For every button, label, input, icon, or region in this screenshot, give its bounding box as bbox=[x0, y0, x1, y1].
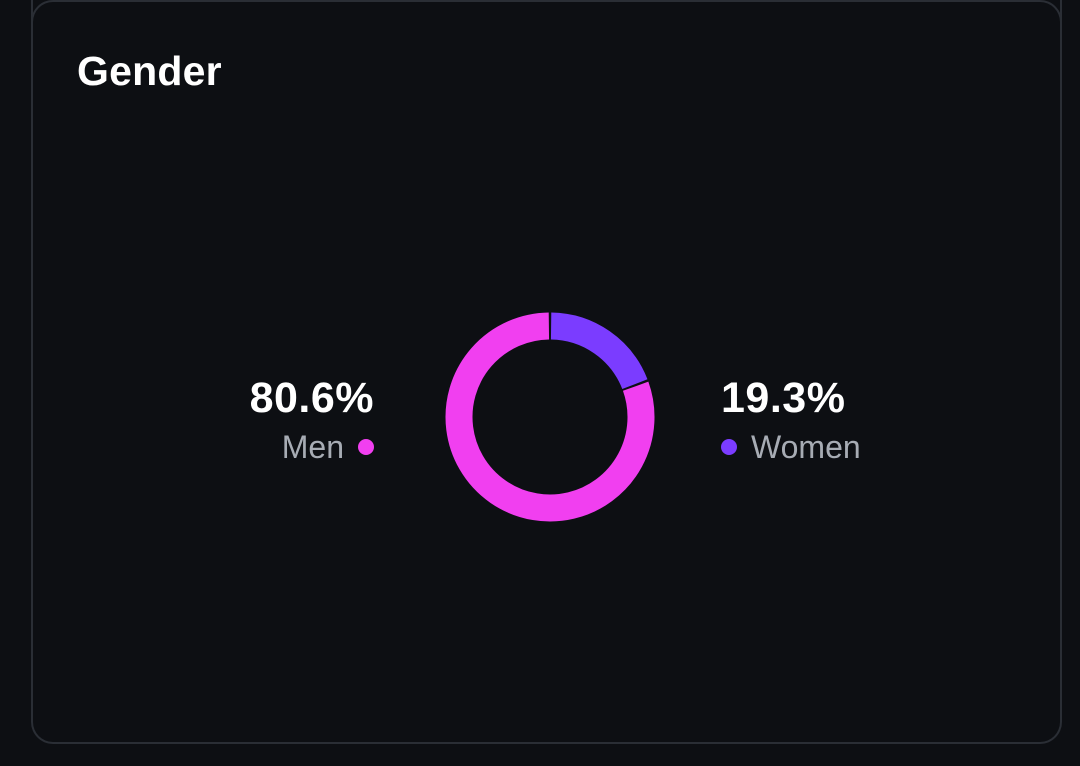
gender-card: Gender 80.6% Men 19.3% Women bbox=[31, 0, 1062, 744]
stat-men: 80.6% Men bbox=[250, 372, 374, 468]
slice-women bbox=[550, 312, 648, 390]
men-label: Men bbox=[281, 429, 344, 465]
card-title: Gender bbox=[77, 48, 222, 94]
slice-men bbox=[445, 312, 655, 522]
men-percentage: 80.6% bbox=[249, 374, 374, 422]
women-label: Women bbox=[751, 429, 861, 465]
women-percentage: 19.3% bbox=[721, 374, 846, 422]
women-legend: Women bbox=[721, 426, 861, 468]
men-legend: Men bbox=[250, 426, 374, 468]
men-dot-icon bbox=[358, 439, 374, 455]
gender-donut-chart bbox=[445, 312, 655, 522]
stat-women: 19.3% Women bbox=[721, 372, 861, 468]
women-dot-icon bbox=[721, 439, 737, 455]
